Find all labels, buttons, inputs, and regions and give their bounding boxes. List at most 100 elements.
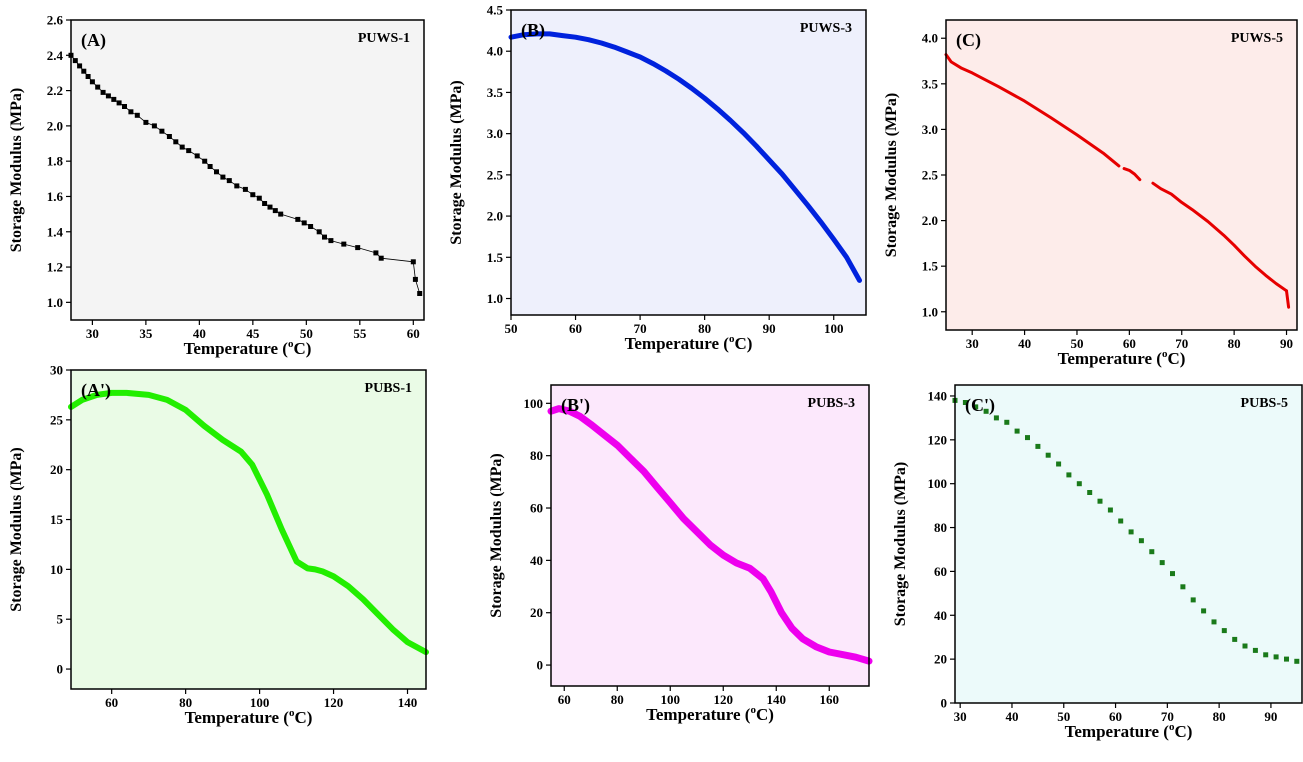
y-tick-label: 1.0 <box>922 304 938 319</box>
data-point <box>272 208 278 214</box>
x-tick-label: 90 <box>1280 336 1293 351</box>
x-tick-label: 80 <box>611 692 624 707</box>
y-tick-label: 1.0 <box>47 295 63 310</box>
x-tick-label: 45 <box>246 326 260 341</box>
data-point <box>341 241 347 247</box>
x-tick-label: 30 <box>86 326 99 341</box>
data-point <box>378 255 384 261</box>
data-point <box>1221 628 1227 634</box>
y-tick-label: 80 <box>530 448 543 463</box>
data-point <box>1014 428 1020 434</box>
x-axis-label: Temperature (oC) <box>1058 348 1186 368</box>
data-point <box>322 234 327 240</box>
y-tick-label: 1.5 <box>487 250 504 265</box>
x-tick-label: 90 <box>1264 709 1277 724</box>
data-point <box>202 158 208 164</box>
data-point <box>242 186 248 192</box>
y-tick-label: 4.0 <box>922 31 938 46</box>
data-point <box>173 139 179 145</box>
data-point <box>256 195 262 201</box>
data-point <box>1263 652 1269 658</box>
x-tick-label: 120 <box>324 695 344 710</box>
y-tick-label: 100 <box>524 396 544 411</box>
data-point <box>194 153 200 159</box>
data-point <box>179 144 185 150</box>
y-tick-label: 2.0 <box>47 118 63 133</box>
data-point <box>122 104 127 109</box>
data-point <box>1170 571 1175 577</box>
panel-A: 30 35 40 45 50 55 60 1.0 1.2 1.4 1.6 1.8 2.0 2.2 2.4 2.… <box>8 13 425 358</box>
data-point <box>100 89 106 95</box>
data-point <box>295 216 301 222</box>
data-point <box>234 183 240 189</box>
data-point <box>1211 619 1217 625</box>
panel-label: (C') <box>965 395 995 416</box>
y-tick-label: 30 <box>50 363 63 378</box>
plot-background <box>955 385 1302 703</box>
data-point <box>226 178 232 184</box>
data-point <box>151 123 157 129</box>
data-point <box>1149 549 1155 555</box>
panel-label: (C) <box>956 30 981 51</box>
x-tick-label: 40 <box>193 326 206 341</box>
x-tick-label: 60 <box>569 321 582 336</box>
data-point <box>1138 538 1144 544</box>
y-tick-label: 60 <box>934 564 947 579</box>
data-point <box>1097 498 1103 504</box>
series-name: PUBS-1 <box>365 381 412 396</box>
plot-frame <box>945 19 1298 331</box>
data-point <box>1107 507 1113 513</box>
x-tick-label: 60 <box>407 326 420 341</box>
y-axis-label: Storage Modulus (MPa) <box>488 453 505 617</box>
series-name: PUBS-3 <box>808 396 855 411</box>
x-tick-label: 160 <box>820 692 840 707</box>
y-tick-label: 20 <box>50 462 63 477</box>
y-tick-label: 140 <box>928 388 948 403</box>
x-axis-label: Temperature (oC) <box>646 704 774 724</box>
x-tick-label: 30 <box>954 709 967 724</box>
data-point <box>220 174 226 180</box>
x-tick-label: 80 <box>179 695 192 710</box>
data-point <box>1087 490 1093 495</box>
data-point <box>417 291 423 296</box>
x-tick-label: 80 <box>1213 709 1226 724</box>
data-point <box>973 404 979 410</box>
series-line-A2-0 <box>68 389 429 656</box>
plot-background <box>71 20 424 320</box>
series-line-C-3 <box>1285 289 1291 309</box>
x-tick-label: 80 <box>1228 336 1241 351</box>
y-tick-label: 2.0 <box>487 209 503 224</box>
x-tick-label: 60 <box>1109 709 1122 724</box>
y-tick-label: 10 <box>50 562 63 577</box>
plot-frame <box>70 19 425 321</box>
y-tick-label: 40 <box>530 553 543 568</box>
panel-B: 50 60 70 80 90 100 1.0 1.5 2.0 2.5 3.0 3.5 4.0 4.5 (B)… <box>448 3 867 353</box>
plot-frame <box>954 384 1303 704</box>
data-point <box>1232 636 1238 642</box>
data-point <box>1294 658 1300 664</box>
data-point <box>105 93 111 99</box>
data-point <box>207 164 213 169</box>
plot-frame <box>510 9 867 316</box>
series-name: PUBS-5 <box>1241 396 1288 411</box>
data-point <box>1025 435 1030 441</box>
panel-label: (A) <box>81 30 106 51</box>
data-point <box>355 245 361 251</box>
x-tick-label: 100 <box>250 695 270 710</box>
y-tick-label: 3.0 <box>487 126 503 141</box>
series-line-B-0 <box>508 31 862 283</box>
x-tick-label: 60 <box>105 695 118 710</box>
y-tick-label: 1.5 <box>922 259 939 274</box>
data-point <box>962 400 968 405</box>
data-point <box>77 63 83 69</box>
y-tick-label: 1.8 <box>47 154 64 169</box>
data-point <box>250 192 256 198</box>
panel-B2: 60 80 100 120 140 160 0 20 40 60 80 100 (B') PUBS-3 Te… <box>488 384 873 724</box>
data-point <box>134 112 140 118</box>
data-point <box>166 134 172 139</box>
y-tick-label: 0 <box>57 662 64 677</box>
data-point <box>1159 560 1165 566</box>
data-point <box>308 224 314 229</box>
y-tick-label: 2.2 <box>47 83 63 98</box>
